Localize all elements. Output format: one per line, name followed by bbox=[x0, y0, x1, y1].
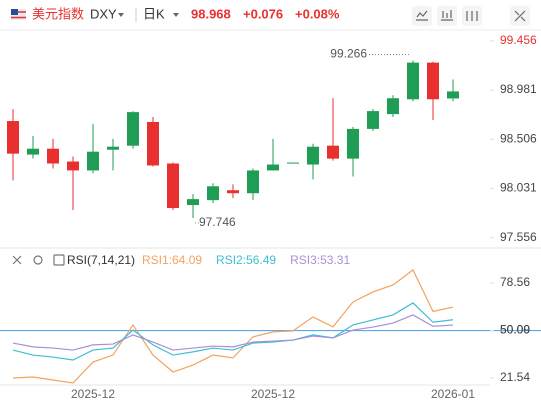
y-tick-label: 97.556 bbox=[500, 230, 537, 244]
icon bbox=[441, 10, 453, 21]
candle-body bbox=[167, 163, 179, 209]
y-tick-label: 99.456 bbox=[500, 33, 537, 47]
legend-entry: RSI3:53.31 bbox=[290, 253, 350, 267]
y-tick-label: 50.09 bbox=[500, 323, 530, 337]
candle-body bbox=[147, 121, 159, 166]
y-tick-label: 78.56 bbox=[500, 275, 530, 289]
change-pct: +0.08% bbox=[295, 6, 340, 21]
icon-button[interactable] bbox=[412, 6, 432, 26]
candle-body bbox=[27, 148, 39, 155]
indicator-label: RSI(7,14,21) bbox=[67, 253, 135, 267]
dropdown-arrow[interactable] bbox=[173, 13, 179, 17]
x-tick-label: 2026-01 bbox=[431, 387, 475, 401]
candle-body bbox=[387, 98, 399, 115]
header: 美元指数 DXY 日K 98.968 +0.076 +0.08% bbox=[11, 6, 530, 26]
y-tick-label: 98.981 bbox=[500, 82, 537, 96]
period[interactable]: 日K bbox=[143, 6, 165, 21]
y-tick-label: 98.506 bbox=[500, 131, 537, 145]
candle-body bbox=[87, 151, 99, 171]
candle-body bbox=[327, 145, 339, 159]
candle-body bbox=[227, 190, 239, 194]
y-tick-label: 21.54 bbox=[500, 370, 530, 384]
rsi-line bbox=[12, 302, 454, 361]
annotation: 97.746 bbox=[199, 215, 236, 229]
candle-body bbox=[347, 128, 359, 159]
close-icon[interactable] bbox=[12, 255, 22, 265]
candle-body bbox=[367, 111, 379, 129]
change: +0.076 bbox=[243, 6, 283, 21]
candle-body bbox=[47, 148, 59, 164]
toggle-icon[interactable] bbox=[53, 254, 65, 266]
rsi-line bbox=[12, 314, 454, 351]
y-tick-label: 98.031 bbox=[500, 181, 537, 195]
price: 98.968 bbox=[191, 6, 231, 21]
legend-entry: RSI1:64.09 bbox=[142, 253, 202, 267]
icon bbox=[466, 11, 478, 21]
icon bbox=[416, 10, 428, 21]
candle-body bbox=[267, 164, 279, 171]
candle-body bbox=[247, 170, 259, 194]
candle-body bbox=[107, 146, 119, 150]
candle-body bbox=[287, 162, 299, 164]
candle-body bbox=[407, 62, 419, 100]
settings-icon[interactable] bbox=[33, 255, 43, 265]
x-tick-label: 2025-12 bbox=[251, 387, 295, 401]
dropdown-arrow[interactable] bbox=[118, 13, 124, 17]
x-tick-label: 2025-12 bbox=[71, 387, 115, 401]
candle-body bbox=[127, 112, 139, 146]
symbol[interactable]: DXY bbox=[90, 6, 117, 21]
rsi-toolbar bbox=[12, 254, 65, 266]
candle-body bbox=[7, 121, 19, 154]
rsi-line bbox=[12, 269, 454, 384]
candle-body bbox=[307, 146, 319, 165]
instrument-name[interactable]: 美元指数 bbox=[32, 6, 84, 21]
candle-body bbox=[427, 62, 439, 100]
icon bbox=[514, 10, 526, 22]
candle-body bbox=[447, 91, 459, 99]
candle-body bbox=[207, 186, 219, 201]
annotation: 99.266 bbox=[330, 47, 367, 61]
candle-body bbox=[187, 199, 199, 206]
y-tick-label: 50.00 bbox=[500, 323, 530, 337]
candle-body bbox=[67, 161, 79, 171]
legend-entry: RSI2:56.49 bbox=[216, 253, 276, 267]
flag-canton bbox=[11, 9, 18, 15]
flag bbox=[11, 9, 26, 20]
